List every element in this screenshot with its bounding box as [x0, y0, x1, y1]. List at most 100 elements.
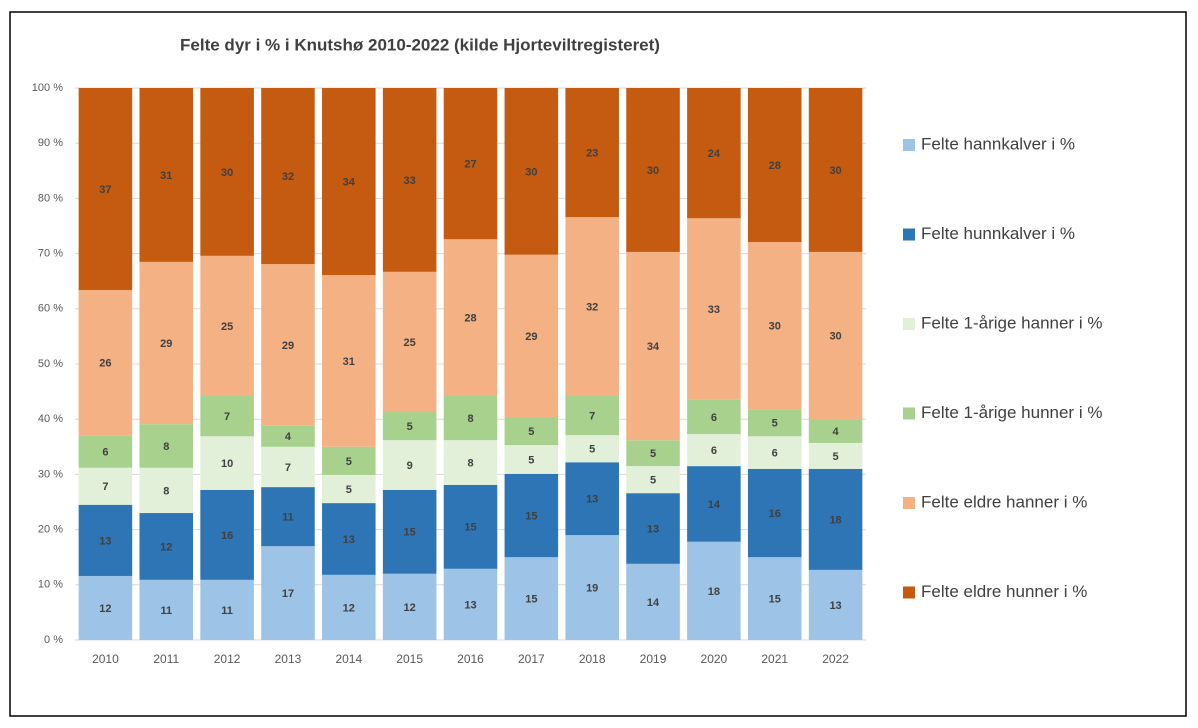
data-label: 12: [99, 603, 111, 615]
data-label: 23: [586, 147, 598, 159]
data-label: 34: [647, 341, 660, 353]
bar-segment: [443, 396, 498, 441]
bar-segment: [382, 489, 437, 574]
data-label: 7: [102, 481, 108, 493]
x-tick-label: 2012: [214, 652, 241, 666]
bar-segment: [747, 557, 802, 640]
bar-segment: [747, 242, 802, 410]
data-label: 12: [160, 541, 172, 553]
data-label: 17: [282, 588, 294, 600]
legend-label: Felte 1-årige hanner i %: [921, 313, 1102, 332]
y-tick-label: 70 %: [38, 248, 63, 260]
bar-segment: [565, 462, 619, 536]
bar-segment: [626, 493, 680, 564]
data-label: 5: [589, 444, 595, 456]
x-tick-label: 2022: [822, 652, 849, 666]
data-label: 16: [221, 530, 233, 542]
data-label: 16: [769, 508, 781, 520]
legend-swatch: [903, 407, 915, 420]
bar-segment: [747, 409, 802, 437]
data-label: 8: [467, 457, 473, 469]
bar-segment: [747, 436, 802, 469]
data-label: 30: [829, 330, 841, 342]
bar-segment: [687, 218, 741, 400]
bar-segment: [687, 466, 741, 542]
bar-segment: [78, 467, 133, 505]
data-label: 12: [404, 602, 416, 614]
y-tick-label: 50 %: [38, 358, 63, 370]
data-label: 19: [586, 582, 598, 594]
x-tick-label: 2020: [701, 652, 728, 666]
bar-segment: [504, 557, 559, 640]
bar-segment: [261, 88, 315, 265]
bar-segment: [443, 484, 498, 569]
data-label: 18: [708, 586, 720, 598]
data-label: 25: [404, 337, 416, 349]
bar-segment: [687, 434, 741, 467]
bar-segment: [565, 88, 619, 218]
x-tick-label: 2013: [275, 652, 302, 666]
x-tick-label: 2021: [761, 652, 788, 666]
legend-label: Felte eldre hunner i %: [921, 582, 1087, 601]
data-label: 5: [528, 426, 534, 438]
chart-title: Felte dyr i % i Knutshø 2010-2022 (kilde…: [180, 35, 660, 54]
data-label: 11: [160, 605, 172, 617]
bar-segment: [139, 261, 194, 425]
data-label: 8: [467, 413, 473, 425]
legend-swatch: [903, 228, 915, 241]
bar-segment: [139, 88, 194, 262]
data-label: 34: [343, 176, 356, 188]
data-label: 7: [589, 411, 595, 423]
data-label: 25: [221, 321, 233, 333]
legend-label: Felte hunnkalver i %: [921, 224, 1075, 243]
data-label: 8: [163, 485, 169, 497]
bar-segment: [322, 503, 376, 575]
x-tick-label: 2017: [518, 652, 545, 666]
y-tick-label: 100 %: [32, 82, 63, 94]
data-label: 32: [586, 301, 598, 313]
bar-segment: [687, 541, 741, 640]
bar-segment: [322, 574, 376, 640]
data-label: 15: [525, 594, 537, 606]
data-label: 11: [282, 512, 294, 524]
data-label: 5: [346, 484, 352, 496]
bar-segment: [200, 396, 254, 437]
bar-segment: [747, 88, 802, 243]
bar-segment: [747, 468, 802, 558]
bar-segment: [565, 435, 619, 463]
data-label: 29: [525, 331, 537, 343]
y-tick-label: 10 %: [38, 579, 63, 591]
data-label: 7: [285, 462, 291, 474]
bar-segment: [504, 88, 559, 255]
bar-segment: [382, 573, 437, 640]
x-tick-label: 2011: [153, 652, 179, 666]
data-label: 37: [99, 184, 111, 196]
data-label: 30: [769, 321, 781, 333]
data-label: 18: [829, 514, 841, 526]
legend-swatch: [903, 139, 915, 151]
y-tick-label: 20 %: [38, 524, 63, 536]
data-label: 13: [829, 600, 841, 612]
bar-segment: [808, 569, 863, 640]
y-tick-label: 90 %: [38, 137, 63, 149]
y-tick-label: 80 %: [38, 192, 63, 204]
data-label: 14: [647, 597, 660, 609]
data-label: 28: [464, 313, 476, 325]
data-label: 31: [343, 356, 355, 368]
data-label: 8: [163, 441, 169, 453]
bar-segment: [322, 446, 376, 475]
bar-segment: [261, 425, 315, 447]
bar-segment: [565, 217, 619, 397]
data-label: 5: [528, 454, 534, 466]
data-label: 15: [525, 510, 537, 522]
data-label: 11: [221, 605, 233, 617]
bar-segment: [626, 563, 680, 640]
bar-segment: [504, 445, 559, 474]
legend-label: Felte 1-årige hunner i %: [921, 403, 1102, 422]
bar-segment: [261, 487, 315, 547]
bar-segment: [626, 466, 680, 494]
bar-segment: [808, 468, 863, 570]
data-label: 26: [99, 358, 111, 370]
y-tick-label: 0 %: [44, 634, 63, 646]
data-label: 5: [346, 456, 352, 468]
